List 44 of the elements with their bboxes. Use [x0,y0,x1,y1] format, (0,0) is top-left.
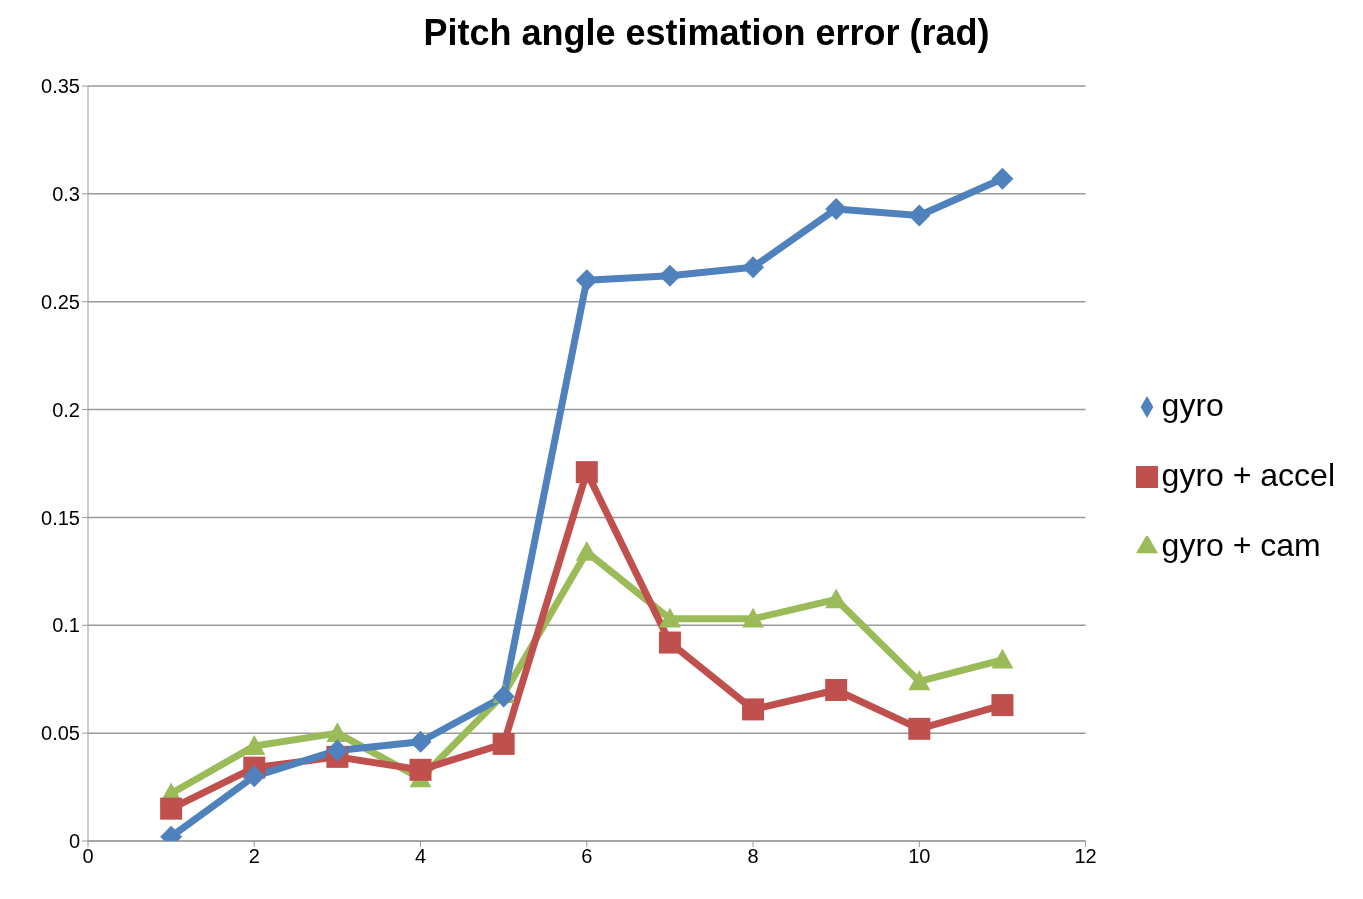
y-tick-label: 0.3 [52,182,80,205]
y-tick-label: 0.2 [52,398,80,421]
point [742,698,765,721]
point [825,197,848,220]
point [409,758,432,781]
point [991,648,1014,669]
point [160,797,183,820]
legend-label: gyro + accel [1161,456,1335,493]
point [409,730,432,753]
y-tick-label: 0.1 [52,614,80,637]
point [658,264,681,287]
x-tick-label: 4 [414,845,427,868]
point [825,588,848,609]
point [492,732,515,755]
y-tick-label: 0 [68,830,80,853]
x-tick-label: 6 [581,845,593,868]
point [742,256,765,279]
x-tick-label: 12 [1074,845,1097,868]
x-tick-label: 0 [82,845,94,868]
y-tick-label: 0.35 [41,75,80,98]
point [243,735,266,755]
point [908,204,931,227]
point [908,717,931,740]
point [742,607,765,628]
legend-label: gyro [1161,386,1224,423]
x-tick-label: 10 [908,845,931,868]
point [326,722,349,742]
y-tick-label: 0.05 [41,722,80,745]
legend-label: gyro + cam [1161,526,1321,563]
x-tick-label: 2 [248,845,260,868]
point [243,765,266,788]
point [825,679,848,701]
point [908,670,931,691]
point [991,167,1014,190]
point [575,461,598,484]
x-tick-label: 8 [747,845,759,868]
y-tick-label: 0.15 [41,506,80,529]
y-tick-label: 0.25 [41,290,80,313]
point [575,269,598,292]
point [991,694,1014,717]
chart-title: Pitch angle estimation error (rad) [422,11,991,55]
point [658,607,681,628]
point [658,631,681,654]
point [326,739,349,762]
